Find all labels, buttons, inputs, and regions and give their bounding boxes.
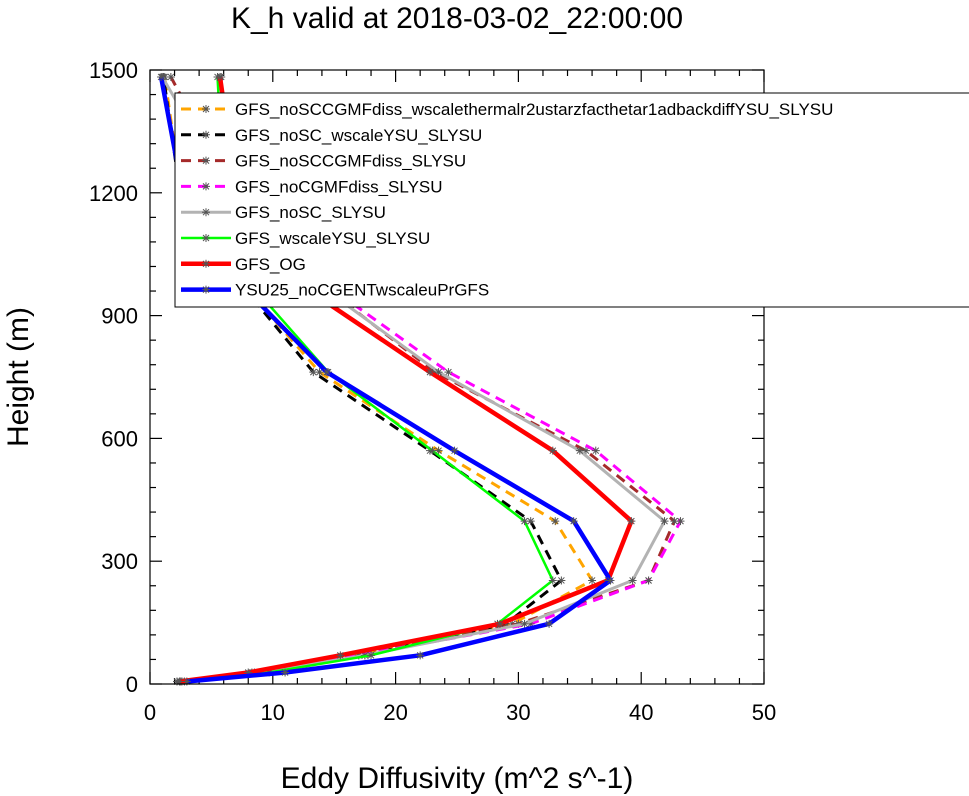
- x-tick-label: 20: [383, 700, 407, 725]
- x-tick-label: 10: [261, 700, 285, 725]
- data-point-marker: [588, 576, 597, 585]
- legend-marker: [202, 105, 210, 113]
- legend-label: GFS_noSC_SLYSU: [235, 203, 386, 222]
- y-tick-label: 1200: [89, 181, 138, 206]
- data-point-marker: [606, 576, 615, 585]
- legend: GFS_noSCCGMFdiss_wscalethermalr2ustarzfa…: [174, 92, 969, 308]
- data-point-marker: [676, 517, 685, 526]
- data-point-marker: [581, 446, 590, 455]
- legend-label: GFS_noSCCGMFdiss_wscalethermalr2ustarzfa…: [235, 100, 833, 119]
- x-tick-label: 30: [506, 700, 530, 725]
- data-point-marker: [628, 576, 637, 585]
- legend-marker: [202, 234, 210, 242]
- legend-entry: GFS_noSCCGMFdiss_SLYSU: [181, 152, 466, 171]
- data-point-marker: [416, 651, 425, 660]
- data-point-marker: [444, 368, 453, 377]
- data-point-marker: [336, 651, 345, 660]
- y-tick-label: 900: [101, 304, 138, 329]
- legend-entry: GFS_noSCCGMFdiss_wscalethermalr2ustarzfa…: [181, 100, 833, 119]
- y-tick-label: 1500: [89, 58, 138, 83]
- data-point-marker: [428, 446, 437, 455]
- data-point-marker: [670, 517, 679, 526]
- data-point-marker: [545, 619, 554, 628]
- data-point-marker: [322, 368, 331, 377]
- legend-entry: GFS_wscaleYSU_SLYSU: [181, 229, 430, 248]
- legend-label: GFS_noCGMFdiss_SLYSU: [235, 177, 443, 196]
- legend-label: GFS_wscaleYSU_SLYSU: [235, 229, 430, 248]
- data-point-marker: [660, 517, 669, 526]
- data-point-marker: [575, 446, 584, 455]
- data-point-marker: [309, 368, 318, 377]
- y-tick-label: 600: [101, 426, 138, 451]
- data-point-marker: [166, 72, 175, 81]
- legend-label: GFS_OG: [235, 255, 306, 274]
- chart-title: K_h valid at 2018-03-02_22:00:00: [231, 2, 683, 35]
- data-point-marker: [244, 668, 253, 677]
- legend-box: [174, 92, 969, 308]
- legend-entry: YSU25_noCGENTwscaleuPrGFS: [181, 281, 489, 300]
- data-point-marker: [557, 576, 566, 585]
- data-point-marker: [627, 517, 636, 526]
- data-point-marker: [644, 576, 653, 585]
- data-point-marker: [526, 517, 535, 526]
- legend-label: YSU25_noCGENTwscaleuPrGFS: [235, 281, 489, 300]
- data-point-marker: [520, 619, 529, 628]
- legend-entry: GFS_noCGMFdiss_SLYSU: [181, 177, 443, 196]
- data-point-marker: [215, 72, 224, 81]
- axis-ticks: 0 10 20 30 40 50 0 300 600 900 1200 1500: [89, 58, 776, 725]
- data-point-marker: [182, 677, 191, 686]
- legend-label: GFS_noSCCGMFdiss_SLYSU: [235, 152, 466, 171]
- y-tick-label: 300: [101, 549, 138, 574]
- data-point-marker: [434, 368, 443, 377]
- legend-entry: GFS_noSC_wscaleYSU_SLYSU: [181, 126, 482, 145]
- data-point-marker: [450, 446, 459, 455]
- data-point-marker: [520, 517, 529, 526]
- data-point-marker: [425, 368, 434, 377]
- legend-marker: [202, 285, 210, 294]
- data-point-marker: [367, 651, 376, 660]
- data-point-marker: [551, 517, 560, 526]
- data-point-marker: [281, 668, 290, 677]
- legend-marker: [202, 130, 210, 139]
- legend-label: GFS_noSC_wscaleYSU_SLYSU: [235, 126, 482, 145]
- data-point-marker: [591, 446, 600, 455]
- data-point-marker: [315, 368, 324, 377]
- legend-marker: [202, 156, 210, 165]
- data-point-marker: [157, 72, 166, 81]
- y-tick-label: 0: [126, 672, 138, 697]
- data-point-marker: [548, 446, 557, 455]
- legend-marker: [202, 259, 210, 268]
- data-point-marker: [526, 619, 535, 628]
- data-point-marker: [569, 517, 578, 526]
- data-point-marker: [548, 576, 557, 585]
- x-tick-label: 0: [144, 700, 156, 725]
- data-point-marker: [502, 619, 511, 628]
- legend-marker: [202, 208, 210, 217]
- data-point-marker: [495, 619, 504, 628]
- plot-frame: [149, 69, 765, 685]
- x-axis-title: Eddy Diffusivity (m^2 s^-1): [281, 762, 634, 795]
- y-axis-title: Height (m): [2, 307, 35, 447]
- legend-marker: [202, 182, 210, 191]
- legend-entry: GFS_noSC_SLYSU: [181, 203, 386, 222]
- legend-entry: GFS_OG: [181, 255, 306, 274]
- x-tick-label: 40: [629, 700, 653, 725]
- x-tick-label: 50: [752, 700, 776, 725]
- data-point-marker: [434, 446, 443, 455]
- data-point-marker: [175, 677, 184, 686]
